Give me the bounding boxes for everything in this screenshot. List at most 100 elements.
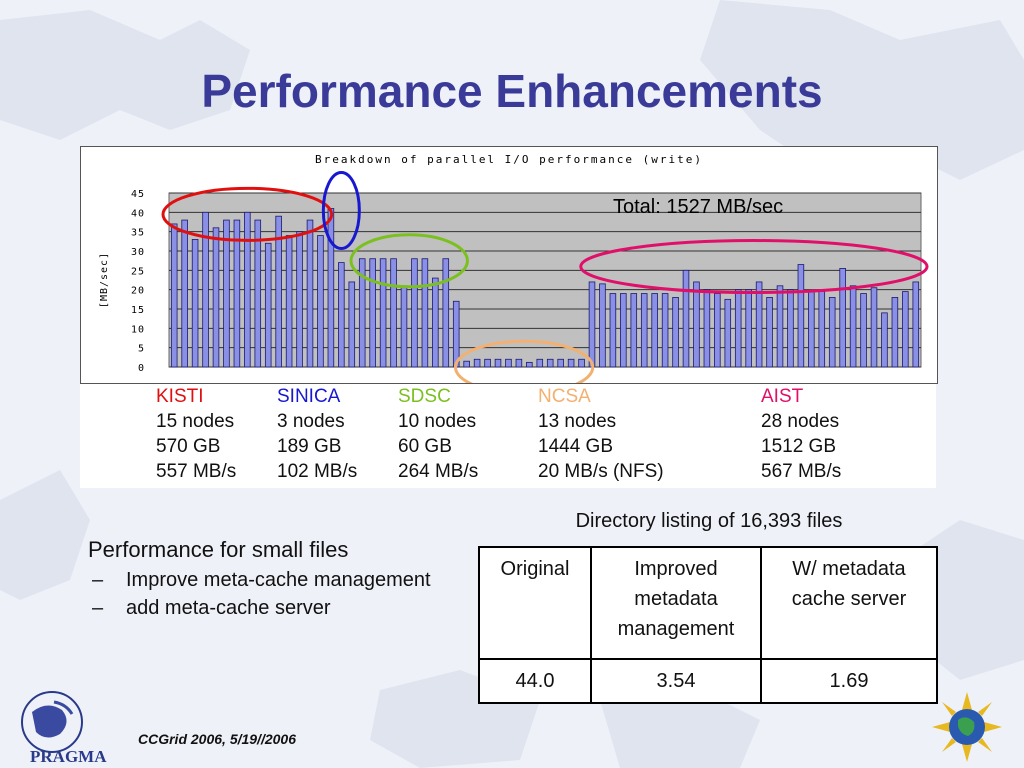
bar [651,293,658,368]
bar-chart: Breakdown of parallel I/O performance (w… [99,153,929,383]
pragma-logo: PRAGMA [21,691,107,766]
site-name: NCSA [538,386,591,407]
bar [484,358,491,368]
site-rate: 567 MB/s [761,461,842,482]
bar [693,281,700,368]
bar [463,360,470,368]
bar [672,296,679,368]
table-caption: Directory listing of 16,393 files [575,510,843,532]
bullet-text: add meta-cache server [126,597,331,619]
bar [557,358,564,368]
site-rate: 264 MB/s [398,461,479,482]
bar [515,358,523,368]
bar [578,358,585,368]
chart-title: Breakdown of parallel I/O performance (w… [315,153,703,166]
bar [233,219,241,368]
bar [609,293,617,368]
site-rate: 557 MB/s [156,461,237,482]
bar [870,287,878,368]
bar [421,258,429,368]
value-original: 44.0 [478,658,592,704]
highlight-ellipse-kisti [161,186,334,242]
table-row: 44.0 3.54 1.69 [478,658,938,704]
bar [411,258,418,368]
bar [536,358,544,368]
bar [254,219,262,368]
y-tick-label: 15 [131,305,145,316]
bullet-text: Improve meta-cache management [126,569,431,591]
bar [620,293,627,368]
bar [348,281,356,368]
bar [546,358,554,368]
bar [766,296,773,368]
site-rate: 102 MB/s [277,461,358,482]
y-tick-label: 0 [138,363,145,374]
bar [285,235,293,368]
highlight-ellipse-sinica [321,170,361,250]
bar [473,358,481,368]
site-rate: 20 MB/s (NFS) [538,461,664,482]
bar [661,293,669,368]
bar [849,285,857,368]
bar [170,223,178,368]
site-size: 189 GB [277,436,342,457]
site-name: SDSC [398,386,451,407]
bar [296,231,303,368]
value-cache-server: 1.69 [760,658,938,704]
site-legend: KISTI 15 nodes 570 GB 557 MB/s SINICA 3 nodes… [80,384,936,488]
site-nodes: 10 nodes [398,411,477,432]
bar [881,312,888,368]
bar [379,258,387,368]
bar [724,298,732,368]
site-column-sdsc: SDSC 10 nodes 60 GB 264 MB/s [398,384,478,484]
bullet-dash: – [92,597,104,619]
bar [191,239,199,368]
y-tick-label: 20 [131,286,145,297]
bar [327,208,335,368]
value-improved: 3.54 [590,658,762,704]
small-files-heading: Performance for small files [88,537,349,562]
header-improved: Improved metadata management [590,546,762,660]
header-original: Original [478,546,592,660]
bar [264,242,272,368]
bar [714,293,721,368]
bar [860,293,867,368]
bar [202,211,209,368]
y-tick-label: 40 [131,208,145,219]
highlight-ellipse-sdsc [349,233,469,289]
bar [223,219,230,368]
y-tick-label: 35 [131,228,145,239]
site-name: AIST [761,386,804,407]
bar [505,358,512,368]
highlight-ellipse-aist [579,239,929,295]
y-tick-label: 25 [131,266,145,277]
bar [338,262,345,368]
bullet-item: – Improve meta-cache management [88,568,446,592]
y-axis-label: [MB/sec] [99,252,110,308]
bar [797,264,805,368]
bar [369,258,376,368]
bar [891,296,899,368]
site-column-ncsa: NCSA 13 nodes 1444 GB 20 MB/s (NFS) [538,384,664,484]
highlight-ellipse-ncsa [453,339,595,383]
y-tick-label: 30 [131,247,145,258]
bar [902,291,909,368]
bar [734,289,742,368]
site-size: 1512 GB [761,436,836,457]
bar [912,281,920,368]
site-nodes: 28 nodes [761,411,840,432]
bar [452,300,460,368]
bar [818,291,826,368]
y-tick-label: 45 [131,189,145,200]
site-name: SINICA [277,386,341,407]
site-size: 60 GB [398,436,452,457]
table-header-row: Original Improved metadata management W/… [478,546,938,660]
bar [390,258,397,368]
site-size: 570 GB [156,436,221,457]
bar [776,285,784,368]
y-tick-label: 5 [138,344,145,355]
bullet-item: – add meta-cache server [88,596,446,620]
small-files-section: Performance for small files – Improve me… [88,536,446,620]
bar [640,293,648,368]
bar [588,281,596,368]
